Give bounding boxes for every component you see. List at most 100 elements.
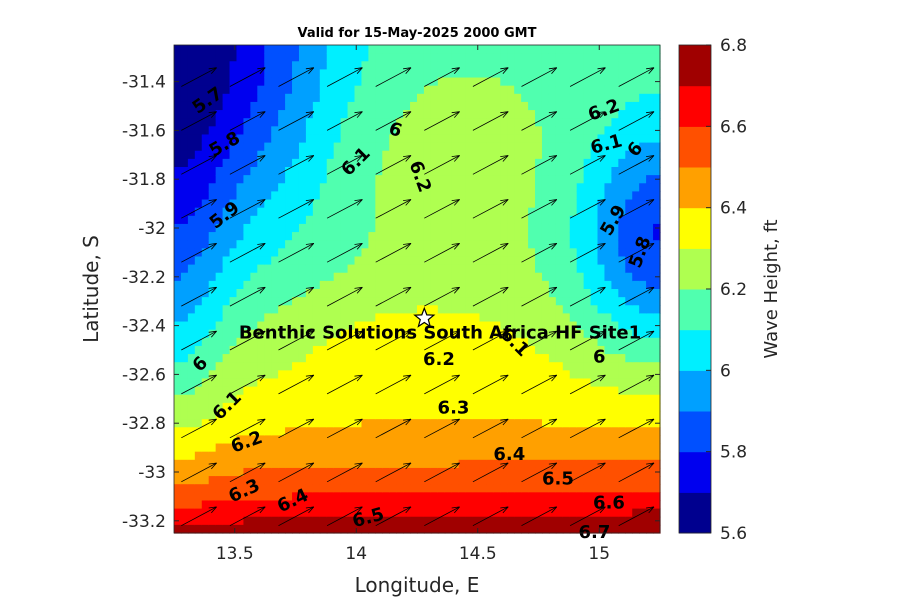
- contour-cell: [340, 508, 349, 518]
- contour-cell: [403, 77, 411, 87]
- direction-arrow: [181, 374, 217, 395]
- contour-cell: [403, 158, 411, 168]
- contour-cell: [500, 240, 508, 249]
- contour-cell: [257, 443, 265, 453]
- contour-cell: [583, 175, 592, 184]
- contour-cell: [201, 411, 210, 420]
- contour-cell: [583, 370, 592, 380]
- contour-cell: [361, 85, 369, 95]
- contour-cell: [458, 69, 467, 79]
- contour-cell: [361, 345, 369, 355]
- contour-cell: [361, 69, 369, 79]
- contour-cell: [528, 53, 536, 62]
- contour-cell: [410, 476, 418, 485]
- contour-cell: [569, 199, 578, 209]
- contour-cell: [396, 61, 404, 70]
- contour-cell: [333, 467, 342, 477]
- contour-cell: [625, 524, 633, 534]
- contour-cell: [375, 500, 383, 510]
- contour-cell: [444, 402, 453, 412]
- contour-cell: [333, 183, 342, 192]
- contour-cell: [326, 215, 335, 225]
- contour-cell: [569, 313, 578, 323]
- contour-cell: [548, 240, 557, 249]
- contour-cell: [632, 297, 640, 306]
- contour-cell: [326, 272, 335, 282]
- contour-cell: [229, 45, 238, 54]
- contour-cell: [576, 402, 585, 412]
- contour-cell: [257, 232, 265, 241]
- contour-cell: [257, 77, 265, 87]
- contour-cell: [271, 508, 279, 518]
- contour-cell: [493, 53, 501, 62]
- contour-cell: [472, 345, 481, 355]
- contour-cell: [417, 158, 425, 168]
- contour-cell: [639, 183, 647, 192]
- contour-cell: [285, 175, 293, 184]
- contour-cell: [257, 85, 265, 95]
- contour-cell: [604, 69, 612, 79]
- contour-cell: [396, 118, 404, 127]
- contour-cell: [430, 248, 439, 258]
- contour-cell: [451, 402, 460, 412]
- contour-cell: [653, 256, 661, 266]
- contour-cell: [271, 476, 279, 485]
- contour-cell: [576, 362, 585, 371]
- contour-cell: [451, 167, 460, 176]
- contour-cell: [187, 150, 196, 160]
- direction-arrow: [278, 506, 315, 527]
- contour-cell: [285, 256, 293, 266]
- contour-cell: [194, 45, 203, 54]
- direction-arrow: [472, 374, 509, 395]
- contour-cell: [292, 378, 300, 388]
- contour-cell: [590, 150, 599, 160]
- contour-cell: [507, 175, 515, 184]
- contour-cell: [653, 345, 661, 355]
- contour-cell: [521, 61, 529, 70]
- contour-cell: [174, 345, 182, 355]
- contour-cell: [632, 419, 640, 428]
- contour-cell: [472, 53, 481, 62]
- contour-cell: [264, 443, 272, 453]
- contour-cell: [611, 61, 619, 70]
- contour-cell: [257, 101, 265, 111]
- contour-cell: [632, 215, 640, 225]
- contour-cell: [326, 101, 335, 111]
- contour-cell: [576, 467, 585, 477]
- contour-cell: [250, 492, 258, 502]
- contour-cell: [514, 69, 522, 79]
- contour-cell: [264, 199, 272, 209]
- contour-cell: [625, 378, 633, 388]
- contour-cell: [250, 345, 258, 355]
- contour-cell: [500, 362, 508, 371]
- contour-cell: [180, 158, 189, 168]
- contour-cell: [528, 110, 536, 119]
- contour-cell: [201, 93, 210, 103]
- contour-cell: [194, 110, 203, 119]
- contour-cell: [208, 354, 217, 363]
- contour-cell: [423, 69, 432, 79]
- contour-cell: [604, 134, 612, 144]
- contour-cell: [444, 232, 453, 241]
- contour-cell: [646, 386, 654, 396]
- contour-cell: [264, 516, 272, 526]
- contour-cell: [368, 175, 376, 184]
- contour-cell: [611, 297, 619, 306]
- contour-cell: [271, 411, 279, 420]
- contour-cell: [604, 321, 612, 331]
- contour-cell: [382, 321, 390, 331]
- direction-arrow: [375, 155, 412, 175]
- contour-cell: [410, 199, 418, 209]
- contour-cell: [271, 61, 279, 70]
- contour-cell: [486, 313, 494, 323]
- contour-cell: [514, 248, 522, 258]
- contour-cell: [625, 500, 633, 510]
- contour-cell: [569, 183, 578, 192]
- contour-cell: [410, 524, 418, 534]
- contour-cell: [611, 280, 619, 290]
- contour-cell: [597, 85, 606, 95]
- contour-cell: [646, 110, 654, 119]
- contour-cell: [222, 240, 231, 249]
- contour-cell: [215, 93, 224, 103]
- contour-cell: [618, 321, 626, 331]
